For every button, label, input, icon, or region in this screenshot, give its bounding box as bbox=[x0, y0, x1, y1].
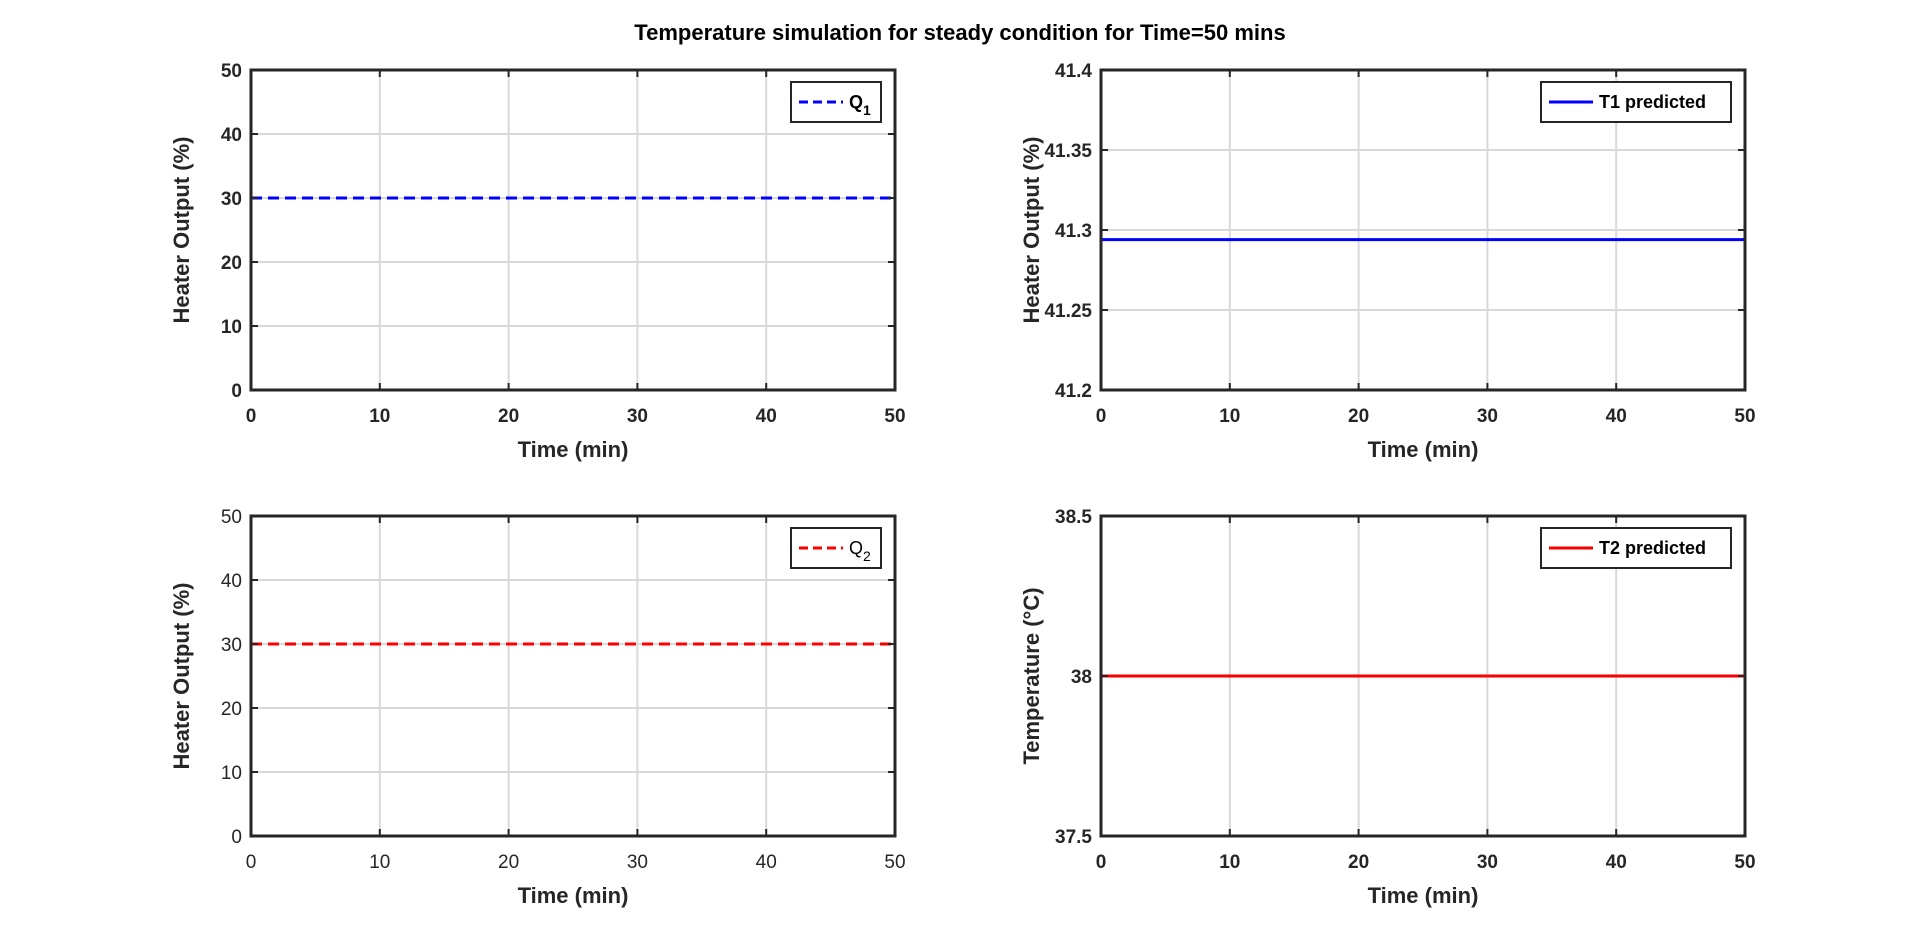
axes-box bbox=[249, 514, 897, 838]
y-tick-label: 41.25 bbox=[1044, 301, 1092, 322]
y-tick-label: 41.2 bbox=[1055, 381, 1092, 402]
y-tick-label: 30 bbox=[221, 635, 242, 656]
x-tick-label: 20 bbox=[1348, 852, 1369, 873]
legend: Q1 bbox=[790, 81, 882, 123]
legend-label-main: Q bbox=[849, 538, 863, 558]
plot-area bbox=[251, 516, 895, 836]
legend: Q2 bbox=[790, 527, 882, 569]
y-tick-label: 10 bbox=[221, 763, 242, 784]
x-tick-label: 0 bbox=[1096, 852, 1107, 873]
x-tick-label: 50 bbox=[884, 406, 905, 427]
y-tick-label: 0 bbox=[231, 827, 242, 848]
y-axis-label: Heater Output (%) bbox=[1019, 137, 1044, 324]
subplot-2: 0 10 20 30 40 50 41.2 41.25 41.3 41.35 41.4 Time (m… bbox=[1019, 61, 1756, 462]
legend-label: T2 predicted bbox=[1599, 538, 1706, 558]
x-tick-label: 40 bbox=[1606, 852, 1627, 873]
legend-label: T1 predicted bbox=[1599, 92, 1706, 112]
y-tick-label: 30 bbox=[221, 189, 242, 210]
y-axis-label: Temperature (°C) bbox=[1019, 587, 1044, 764]
x-tick-label: 50 bbox=[1734, 852, 1755, 873]
x-axis-label: Time (min) bbox=[1368, 883, 1479, 908]
y-tick-label: 41.35 bbox=[1044, 141, 1092, 162]
legend-label: Q1 bbox=[849, 92, 871, 118]
legend-label-subscript: 2 bbox=[863, 548, 871, 564]
x-axis-label: Time (min) bbox=[1368, 437, 1479, 462]
y-tick-label: 20 bbox=[221, 699, 242, 720]
y-tick-label: 38.5 bbox=[1055, 507, 1092, 528]
x-tick-label: 20 bbox=[498, 852, 519, 873]
axes-box bbox=[249, 68, 897, 392]
x-tick-label: 10 bbox=[1219, 406, 1240, 427]
y-tick-label: 50 bbox=[221, 507, 242, 528]
x-tick-label: 50 bbox=[884, 852, 905, 873]
x-tick-label: 30 bbox=[1477, 406, 1498, 427]
y-tick-label: 0 bbox=[231, 381, 242, 402]
x-tick-label: 10 bbox=[369, 406, 390, 427]
x-tick-label: 0 bbox=[1096, 406, 1107, 427]
y-axis-label: Heater Output (%) bbox=[169, 137, 194, 324]
x-tick-label: 40 bbox=[756, 406, 777, 427]
y-tick-label: 40 bbox=[221, 125, 242, 146]
plot-area bbox=[251, 70, 895, 390]
x-tick-label: 40 bbox=[756, 852, 777, 873]
y-tick-label: 10 bbox=[221, 317, 242, 338]
x-tick-label: 50 bbox=[1734, 406, 1755, 427]
y-tick-label: 41.3 bbox=[1055, 221, 1092, 242]
subplot-1: 0 10 20 30 40 50 0 10 20 30 40 50 Time (min) Heater O… bbox=[169, 61, 906, 462]
x-tick-label: 30 bbox=[627, 852, 648, 873]
legend-label: Q2 bbox=[849, 538, 871, 564]
legend-label-main: Q bbox=[849, 92, 863, 112]
legend: T1 predicted bbox=[1540, 81, 1732, 123]
subplot-4: 0 10 20 30 40 50 37.5 38 38.5 Time (min) Temperatu… bbox=[1019, 507, 1756, 908]
x-axis-label: Time (min) bbox=[518, 437, 629, 462]
legend-label-subscript: 1 bbox=[863, 102, 871, 118]
y-tick-label: 38 bbox=[1071, 667, 1092, 688]
x-tick-label: 0 bbox=[246, 852, 257, 873]
x-tick-label: 0 bbox=[246, 406, 257, 427]
x-tick-label: 20 bbox=[1348, 406, 1369, 427]
y-axis-label: Heater Output (%) bbox=[169, 583, 194, 770]
subplot-3: 0 10 20 30 40 50 0 10 20 30 40 50 Time (min) Heater O… bbox=[169, 507, 906, 908]
x-tick-label: 30 bbox=[627, 406, 648, 427]
y-tick-label: 50 bbox=[221, 61, 242, 82]
x-tick-label: 20 bbox=[498, 406, 519, 427]
y-tick-label: 41.4 bbox=[1055, 61, 1092, 82]
y-tick-label: 40 bbox=[221, 571, 242, 592]
x-tick-label: 10 bbox=[1219, 852, 1240, 873]
y-tick-label: 37.5 bbox=[1055, 827, 1092, 848]
x-tick-label: 40 bbox=[1606, 406, 1627, 427]
y-tick-label: 20 bbox=[221, 253, 242, 274]
legend: T2 predicted bbox=[1540, 527, 1732, 569]
figure-title: Temperature simulation for steady condit… bbox=[634, 20, 1285, 45]
x-tick-label: 30 bbox=[1477, 852, 1498, 873]
x-axis-label: Time (min) bbox=[518, 883, 629, 908]
x-tick-label: 10 bbox=[369, 852, 390, 873]
